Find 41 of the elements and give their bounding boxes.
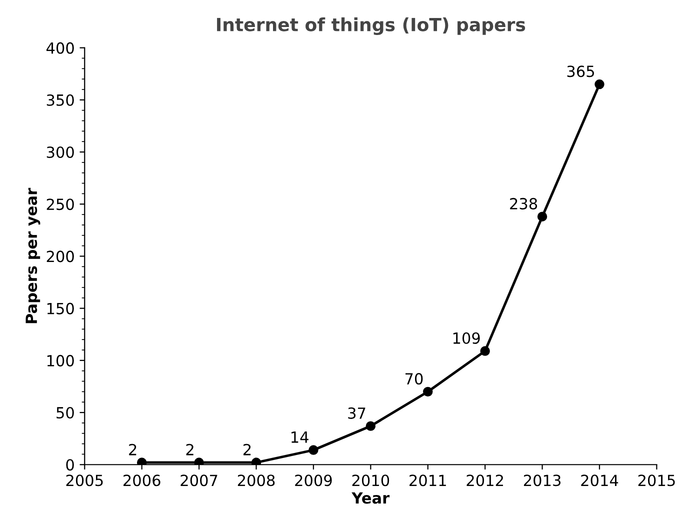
point <box>480 346 490 356</box>
data-label: 109 <box>453 332 480 344</box>
point <box>251 458 262 465</box>
point <box>423 386 433 397</box>
x-tick-label: 2012 <box>466 474 503 486</box>
x-tick-label: 2010 <box>352 474 390 486</box>
y-tick-label: 350 <box>46 94 74 106</box>
data-label: 70 <box>406 372 423 385</box>
point <box>136 458 147 465</box>
y-tick-label: 50 <box>56 406 74 419</box>
y-tick-label: 300 <box>46 146 74 158</box>
x-tick-label: 2014 <box>581 474 618 486</box>
y-tick-label: 250 <box>46 198 74 210</box>
y-tick-label: 400 <box>46 42 74 54</box>
x-tick-label: 2008 <box>238 474 275 486</box>
x-tick-label: 2009 <box>295 474 332 486</box>
x-tick-label: 2013 <box>524 474 560 486</box>
x-tick-label: 2006 <box>124 474 160 486</box>
point <box>594 79 604 90</box>
data-label: 365 <box>567 66 594 78</box>
y-tick-label: 150 <box>47 302 74 314</box>
x-tick-label: 2015 <box>638 474 675 486</box>
point <box>194 458 204 465</box>
y-axis-title: Papers per year <box>26 188 40 324</box>
x-tick-label: 2007 <box>180 474 218 486</box>
data-label: 14 <box>292 432 308 443</box>
data-label: 2 <box>186 444 194 456</box>
y-tick-label: 100 <box>47 354 74 366</box>
point <box>537 212 548 222</box>
data-label: 37 <box>348 407 366 419</box>
data-label: 2 <box>129 444 136 456</box>
data-label: 238 <box>510 198 538 210</box>
x-tick-label: 2011 <box>410 474 446 486</box>
x-axis-title: Year <box>352 492 390 504</box>
point <box>366 421 376 431</box>
data-label: 2 <box>243 444 251 456</box>
y-tick-label: 0 <box>66 459 74 471</box>
y-tick-label: 200 <box>46 250 74 262</box>
point <box>308 445 318 455</box>
chart-title: Internet of things (IoT) papers <box>217 17 526 36</box>
x-tick-label: 2005 <box>66 474 103 486</box>
